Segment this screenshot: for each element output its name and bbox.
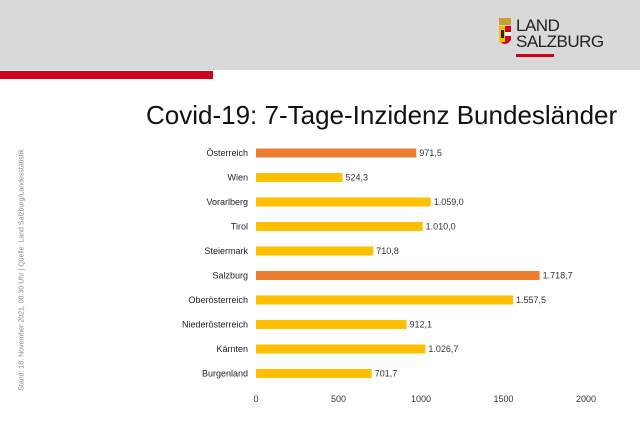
header-band	[0, 0, 640, 70]
bar	[256, 320, 407, 329]
logo-line1: LAND	[516, 16, 560, 35]
category-label: Vorarlberg	[206, 197, 248, 207]
data-label: 971,5	[419, 148, 442, 158]
bar	[256, 295, 513, 305]
bar	[256, 369, 372, 378]
data-label: 912,1	[409, 320, 432, 330]
x-tick-label: 0	[253, 394, 258, 404]
bar	[256, 271, 540, 280]
bar	[256, 246, 374, 256]
bar	[256, 173, 343, 182]
bar	[256, 344, 426, 354]
chart-title: Covid-19: 7-Tage-Inzidenz Bundesländer	[146, 100, 618, 130]
bar	[256, 222, 423, 231]
data-label: 1.010,0	[426, 222, 456, 232]
category-label: Tirol	[231, 222, 248, 232]
category-label: Wien	[227, 173, 248, 183]
logo-line2: SALZBURG	[516, 32, 604, 51]
data-label: 701,7	[375, 369, 398, 379]
x-tick-label: 1500	[493, 394, 513, 404]
category-label: Österreich	[206, 148, 248, 158]
category-label: Salzburg	[212, 271, 248, 281]
data-label: 1.026,7	[428, 344, 458, 354]
category-label: Kärnten	[216, 344, 248, 354]
category-label: Oberösterreich	[188, 295, 248, 305]
x-tick-label: 2000	[576, 394, 596, 404]
data-label: 524,3	[346, 173, 369, 183]
land-salzburg-logo: LAND SALZBURG	[498, 16, 608, 60]
bar	[256, 197, 431, 207]
x-tick-label: 500	[331, 394, 346, 404]
logo-underline	[516, 54, 554, 57]
data-label: 710,8	[376, 246, 399, 256]
accent-bar	[0, 71, 213, 79]
data-label: 1.059,0	[434, 197, 464, 207]
data-label: 1.557,5	[516, 295, 546, 305]
category-label: Steiermark	[204, 246, 248, 256]
category-label: Niederösterreich	[182, 320, 248, 330]
data-label: 1.718,7	[543, 271, 573, 281]
bar	[256, 148, 417, 158]
x-tick-label: 1000	[411, 394, 431, 404]
category-label: Burgenland	[202, 369, 248, 379]
coat-of-arms-icon	[499, 18, 511, 44]
